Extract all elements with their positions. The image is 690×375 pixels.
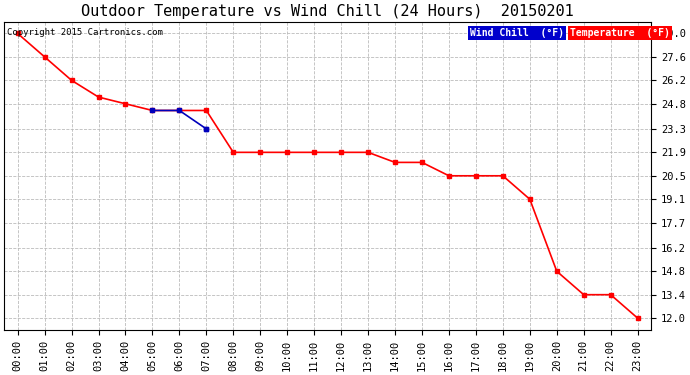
Text: Temperature  (°F): Temperature (°F) xyxy=(570,28,670,38)
Text: Copyright 2015 Cartronics.com: Copyright 2015 Cartronics.com xyxy=(8,28,164,37)
Title: Outdoor Temperature vs Wind Chill (24 Hours)  20150201: Outdoor Temperature vs Wind Chill (24 Ho… xyxy=(81,4,574,19)
Text: Wind Chill  (°F): Wind Chill (°F) xyxy=(470,28,564,38)
